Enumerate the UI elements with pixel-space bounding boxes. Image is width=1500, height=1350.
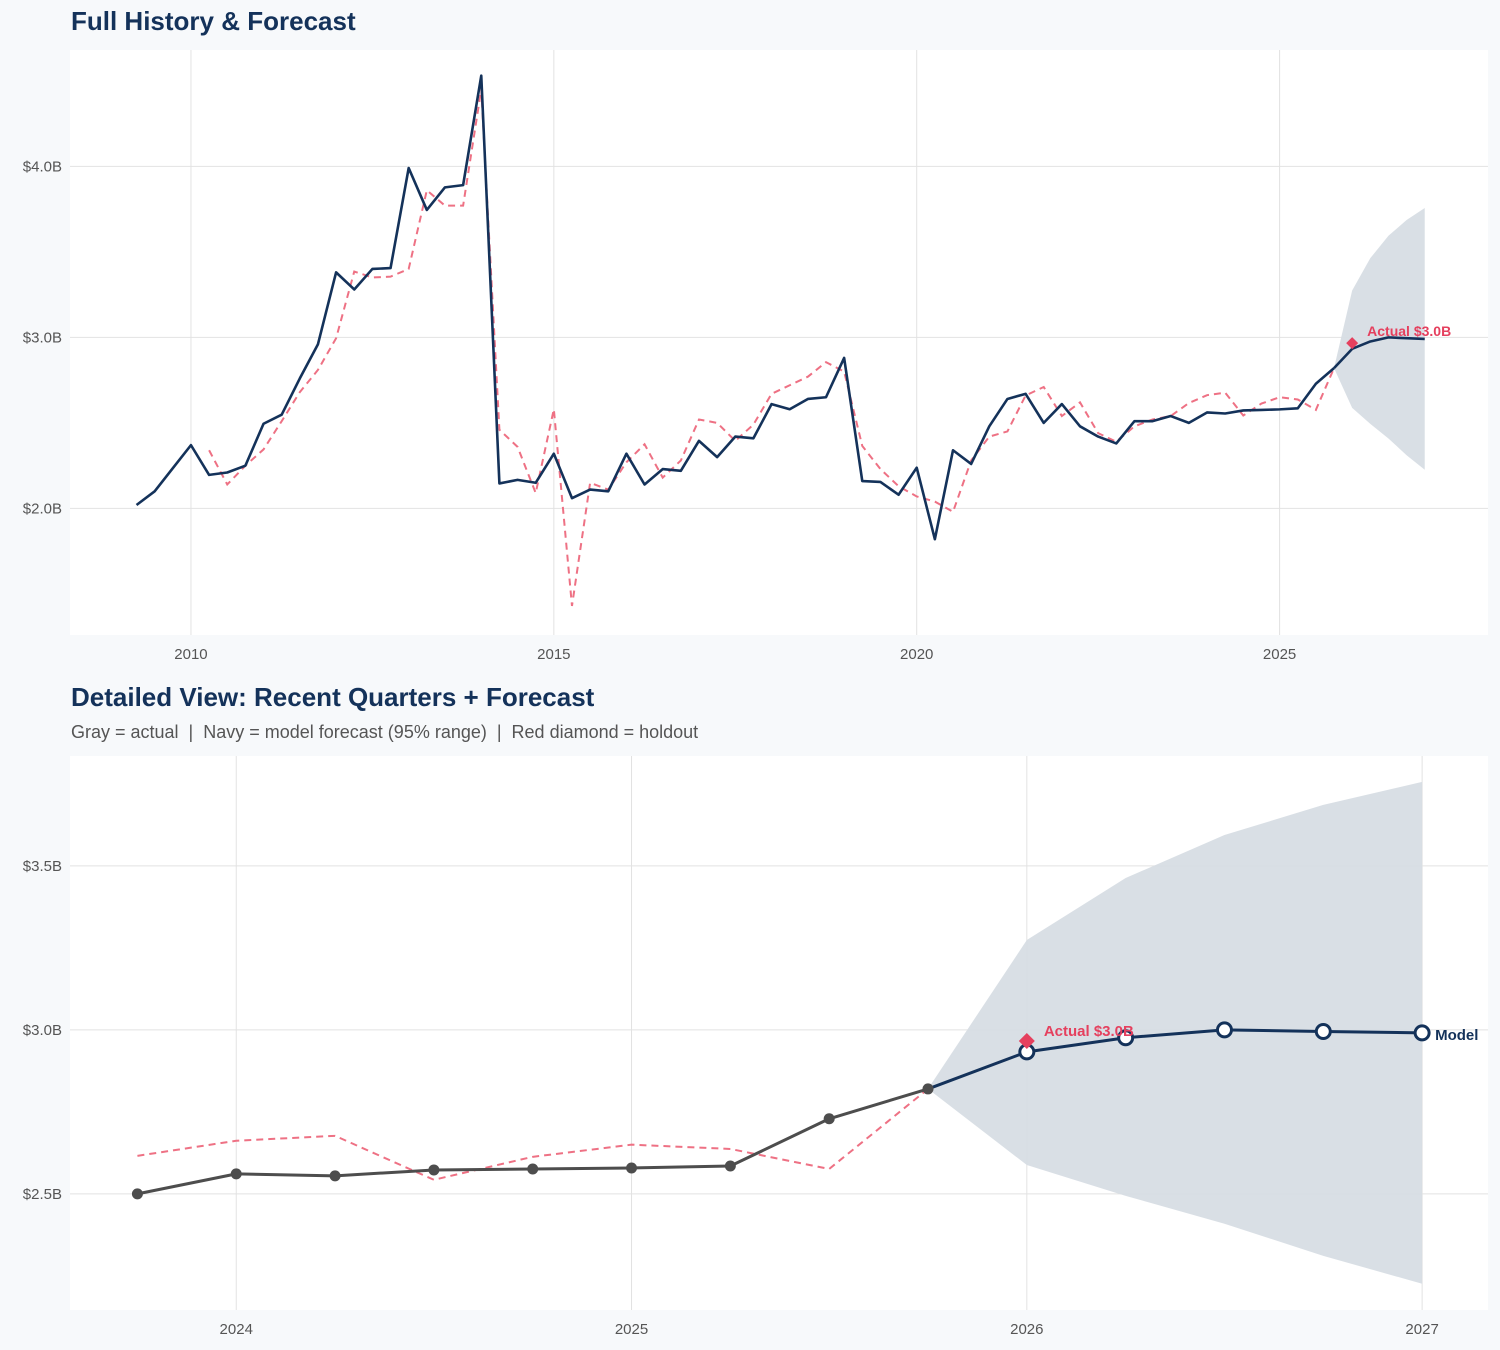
top-chart-title: Full History & Forecast xyxy=(71,6,356,36)
holdout-diamond xyxy=(1018,1033,1035,1050)
y-tick-label: $3.0B xyxy=(23,329,62,346)
x-tick-label: 2024 xyxy=(220,1321,253,1338)
y-tick-label: $2.5B xyxy=(23,1186,62,1203)
forecast-line xyxy=(1333,336,1425,370)
actual-point xyxy=(428,1164,440,1176)
actual-point xyxy=(724,1160,736,1172)
y-tick-label: $2.0B xyxy=(23,500,62,517)
plot-area xyxy=(70,50,1488,635)
y-tick-label: $3.5B xyxy=(23,858,62,875)
forecast-point xyxy=(1314,1023,1332,1041)
holdout-label: Actual $3.0B xyxy=(1044,1023,1134,1040)
actual-line xyxy=(135,74,1335,541)
y-tick-label: $3.0B xyxy=(23,1022,62,1039)
actual-point xyxy=(527,1163,539,1175)
forecast-point xyxy=(1413,1024,1431,1042)
forecast-line xyxy=(927,1028,1423,1091)
fitted-dashed-line xyxy=(137,1088,929,1181)
y-tick-label: $4.0B xyxy=(23,158,62,175)
forecast-end-label: Model xyxy=(1435,1027,1478,1044)
forecast-point xyxy=(1117,1029,1135,1047)
actual-point xyxy=(626,1162,638,1174)
x-tick-label: 2020 xyxy=(900,646,933,663)
x-tick-label: 2015 xyxy=(537,646,570,663)
holdout-diamond xyxy=(1346,337,1359,350)
actual-point xyxy=(823,1113,835,1125)
detail-chart-title: Detailed View: Recent Quarters + Forecas… xyxy=(71,682,595,712)
x-tick-label: 2010 xyxy=(174,646,207,663)
x-tick-label: 2026 xyxy=(1010,1321,1043,1338)
x-tick-label: 2025 xyxy=(615,1321,648,1338)
x-tick-label: 2025 xyxy=(1263,646,1296,663)
actual-point xyxy=(230,1168,242,1180)
full-history-chart: $2.0B $3.0B $4.0B 2010 2015 2020 2025 Actual $3… xyxy=(23,50,1488,663)
detailed-view-chart: $2.5B $3.0B $3.5B 2024 2025 2026 2027 Model Actu… xyxy=(23,756,1488,1338)
forecast-point xyxy=(1215,1021,1233,1039)
holdout-label: Actual $3.0B xyxy=(1367,323,1451,339)
actual-point xyxy=(131,1188,143,1200)
x-tick-label: 2027 xyxy=(1405,1321,1438,1338)
actual-point xyxy=(329,1170,341,1182)
detail-chart-subtitle: Gray = actual | Navy = model forecast (9… xyxy=(71,722,699,742)
actual-point xyxy=(922,1083,934,1095)
